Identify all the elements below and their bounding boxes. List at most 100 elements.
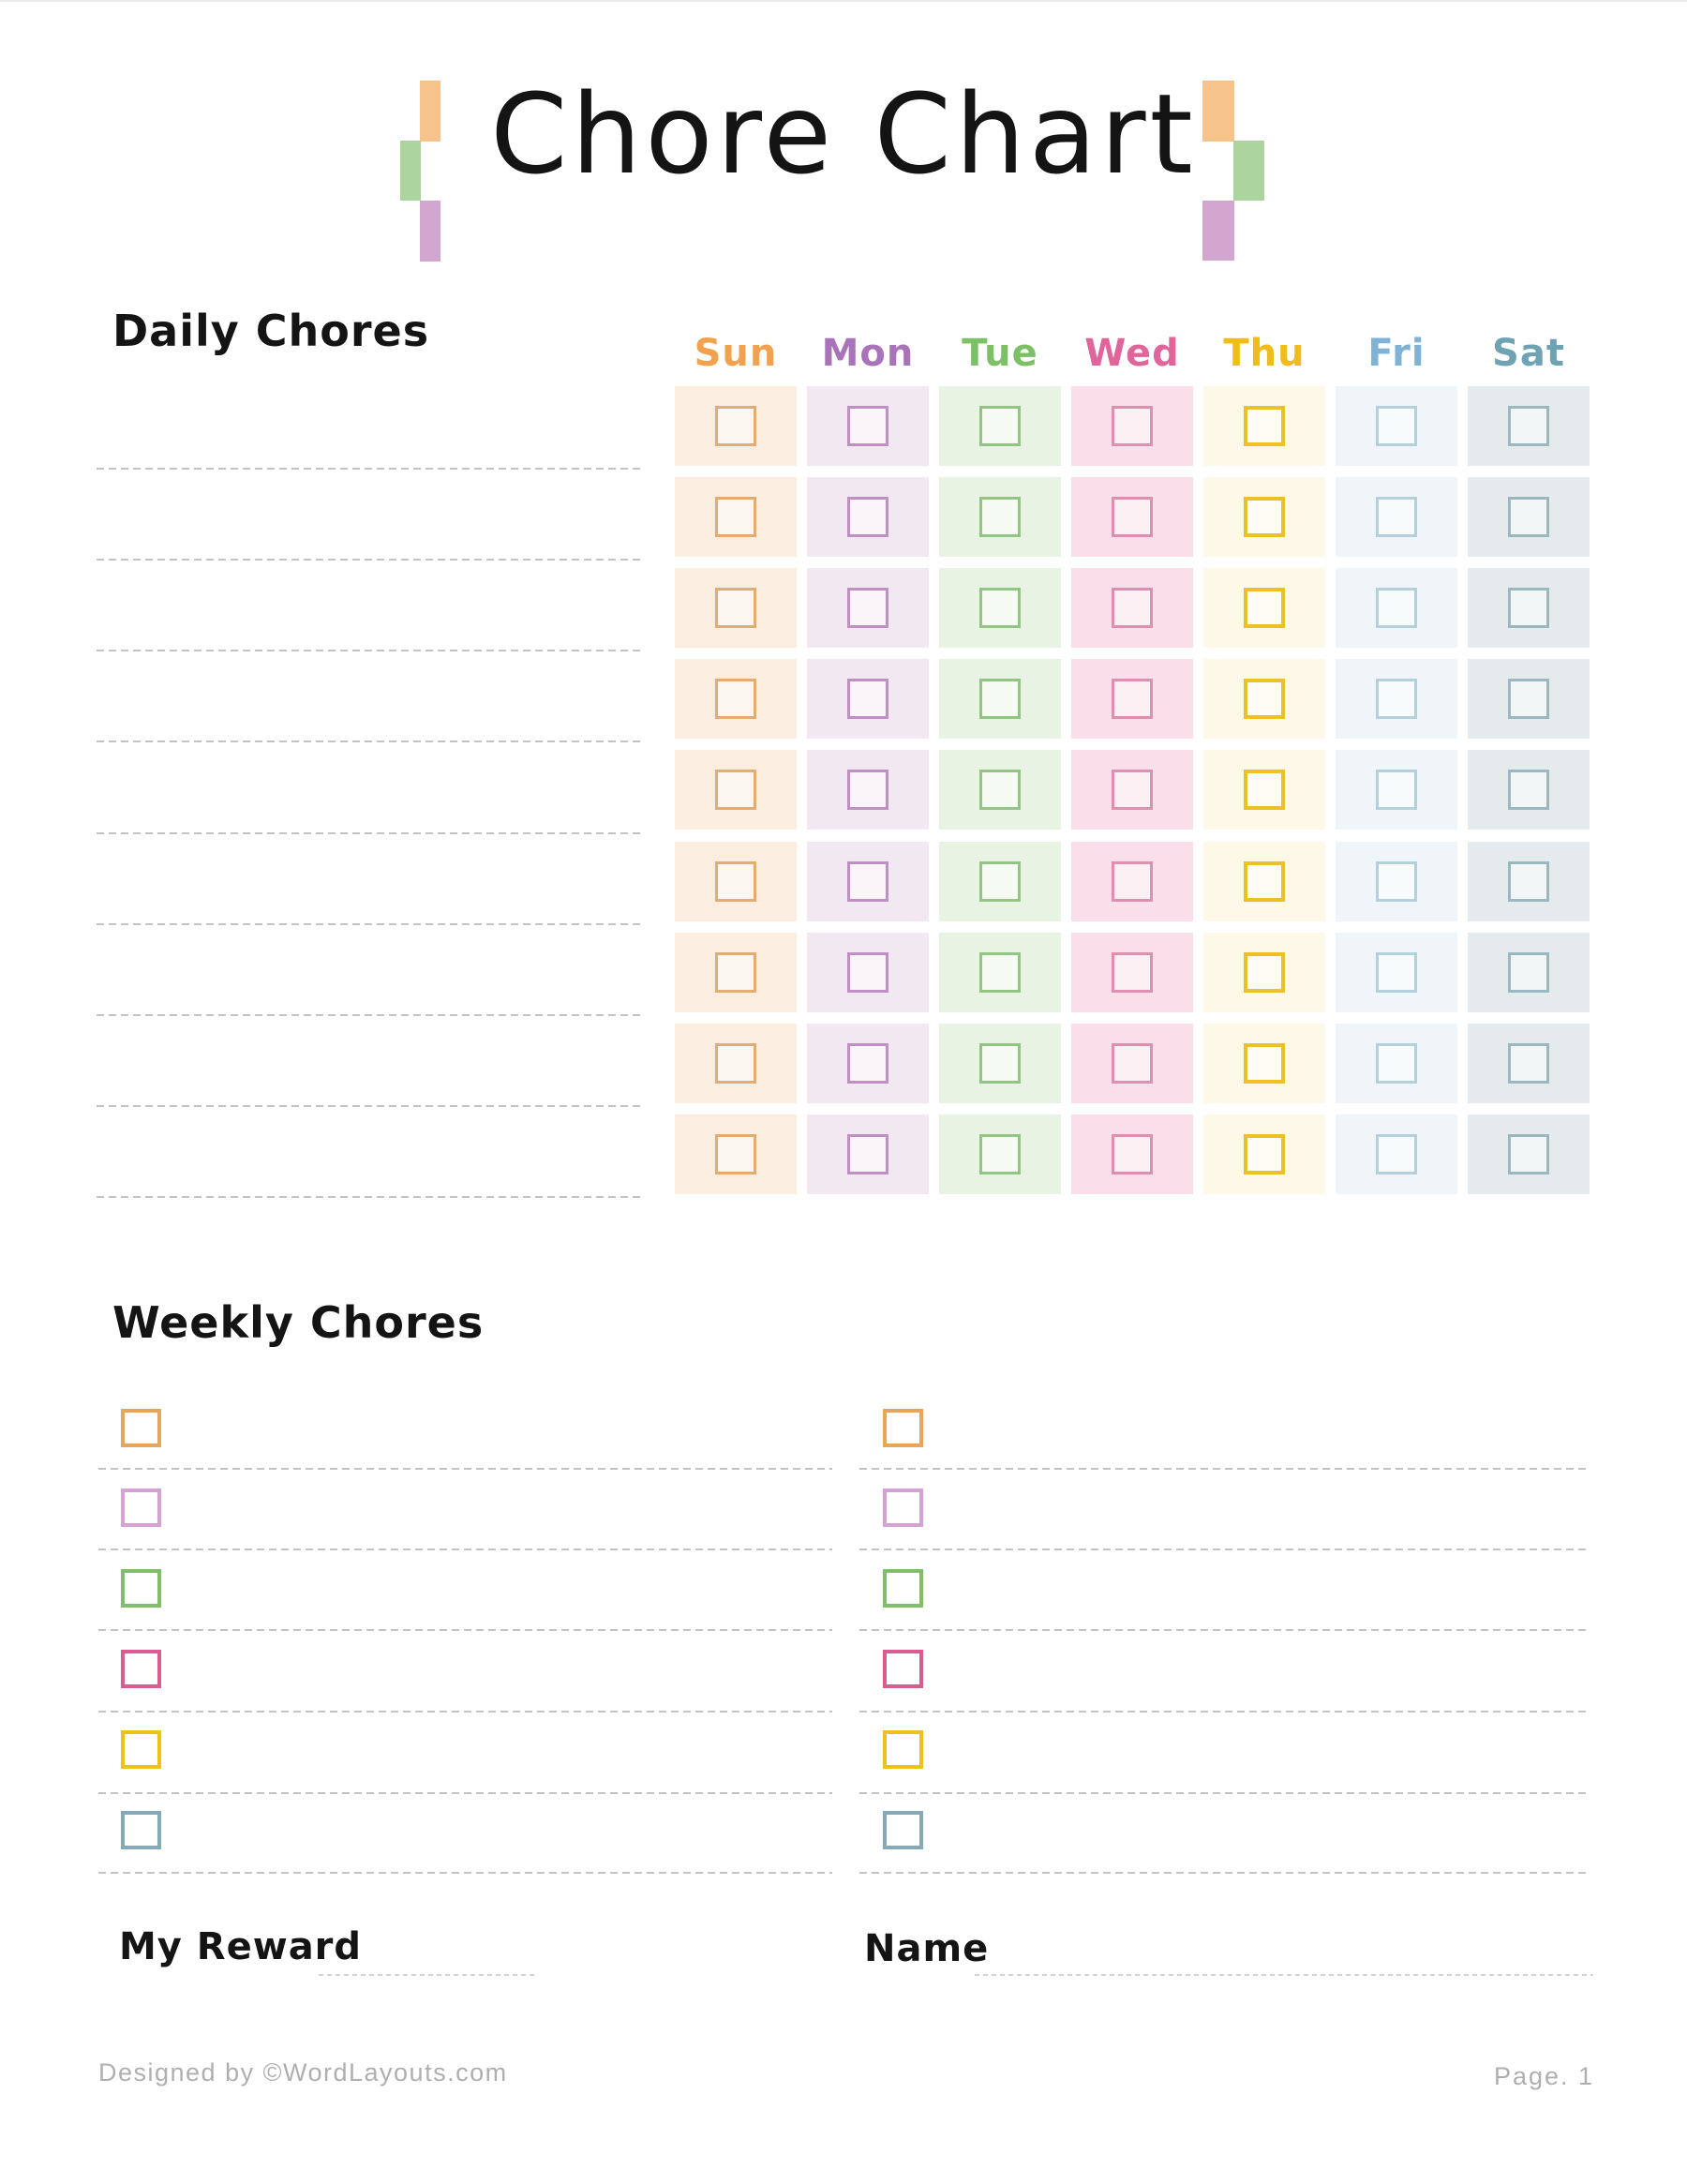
daily-checkbox-sun-row7[interactable]	[715, 952, 756, 993]
daily-checkbox-wed-row1[interactable]	[1112, 406, 1153, 446]
weekly-checkbox-right-3[interactable]	[883, 1569, 923, 1608]
daily-checkbox-wed-row4[interactable]	[1112, 679, 1153, 719]
daily-checkbox-thu-row7[interactable]	[1244, 952, 1285, 993]
daily-checkbox-fri-row1[interactable]	[1376, 406, 1417, 446]
daily-checkbox-mon-row9[interactable]	[847, 1134, 888, 1174]
daily-checkbox-tue-row5[interactable]	[979, 770, 1021, 810]
weekly-checkbox-right-6[interactable]	[883, 1811, 923, 1849]
daily-checkbox-tue-row9[interactable]	[979, 1134, 1021, 1174]
daily-checkbox-tue-row8[interactable]	[979, 1043, 1021, 1084]
daily-checkbox-wed-row3[interactable]	[1112, 588, 1153, 628]
daily-checkbox-fri-row3[interactable]	[1376, 588, 1417, 628]
daily-chore-line-4[interactable]	[97, 740, 645, 742]
weekly-chore-line-left-5[interactable]	[98, 1792, 832, 1794]
weekly-checkbox-right-4[interactable]	[883, 1650, 923, 1688]
daily-checkbox-tue-row6[interactable]	[979, 861, 1021, 902]
weekly-chore-line-left-1[interactable]	[98, 1468, 832, 1470]
daily-checkbox-sun-row6[interactable]	[715, 861, 756, 902]
my-reward-line[interactable]	[319, 1974, 534, 1976]
daily-cell-mon-row9	[807, 1114, 929, 1194]
daily-checkbox-wed-row6[interactable]	[1112, 861, 1153, 902]
daily-checkbox-sat-row3[interactable]	[1508, 588, 1549, 628]
daily-chore-line-5[interactable]	[97, 832, 645, 834]
daily-chore-line-3[interactable]	[97, 650, 645, 651]
weekly-checkbox-right-5[interactable]	[883, 1730, 923, 1769]
daily-checkbox-fri-row7[interactable]	[1376, 952, 1417, 993]
daily-checkbox-fri-row2[interactable]	[1376, 497, 1417, 537]
daily-checkbox-sun-row8[interactable]	[715, 1043, 756, 1084]
daily-chore-line-6[interactable]	[97, 923, 645, 925]
daily-checkbox-tue-row2[interactable]	[979, 497, 1021, 537]
daily-checkbox-mon-row3[interactable]	[847, 588, 888, 628]
weekly-checkbox-right-1[interactable]	[883, 1409, 923, 1447]
daily-checkbox-thu-row5[interactable]	[1244, 770, 1285, 810]
weekly-chore-line-right-1[interactable]	[859, 1468, 1590, 1470]
daily-checkbox-mon-row4[interactable]	[847, 679, 888, 719]
daily-chore-line-8[interactable]	[97, 1105, 645, 1107]
daily-checkbox-wed-row9[interactable]	[1112, 1134, 1153, 1174]
weekly-checkbox-left-2[interactable]	[121, 1488, 161, 1527]
daily-checkbox-fri-row5[interactable]	[1376, 770, 1417, 810]
daily-checkbox-sun-row2[interactable]	[715, 497, 756, 537]
weekly-chore-line-right-6[interactable]	[859, 1872, 1590, 1874]
weekly-chore-line-right-2[interactable]	[859, 1548, 1590, 1550]
daily-checkbox-wed-row8[interactable]	[1112, 1043, 1153, 1084]
daily-checkbox-wed-row5[interactable]	[1112, 770, 1153, 810]
daily-checkbox-tue-row7[interactable]	[979, 952, 1021, 993]
daily-checkbox-tue-row4[interactable]	[979, 679, 1021, 719]
weekly-checkbox-left-4[interactable]	[121, 1650, 161, 1688]
name-line[interactable]	[975, 1974, 1593, 1976]
daily-checkbox-mon-row8[interactable]	[847, 1043, 888, 1084]
weekly-chore-line-right-4[interactable]	[859, 1711, 1590, 1713]
weekly-chore-line-right-5[interactable]	[859, 1792, 1590, 1794]
daily-checkbox-thu-row4[interactable]	[1244, 679, 1285, 719]
weekly-chore-line-left-3[interactable]	[98, 1629, 832, 1631]
daily-checkbox-fri-row8[interactable]	[1376, 1043, 1417, 1084]
daily-checkbox-thu-row9[interactable]	[1244, 1134, 1285, 1174]
daily-checkbox-thu-row2[interactable]	[1244, 497, 1285, 537]
weekly-chore-line-left-4[interactable]	[98, 1711, 832, 1713]
daily-checkbox-tue-row3[interactable]	[979, 588, 1021, 628]
weekly-chore-line-left-6[interactable]	[98, 1872, 832, 1874]
daily-checkbox-mon-row7[interactable]	[847, 952, 888, 993]
weekly-checkbox-left-6[interactable]	[121, 1811, 161, 1849]
daily-checkbox-sat-row9[interactable]	[1508, 1134, 1549, 1174]
daily-checkbox-mon-row1[interactable]	[847, 406, 888, 446]
daily-checkbox-wed-row2[interactable]	[1112, 497, 1153, 537]
daily-checkbox-sat-row8[interactable]	[1508, 1043, 1549, 1084]
daily-checkbox-thu-row6[interactable]	[1244, 861, 1285, 902]
weekly-checkbox-left-5[interactable]	[121, 1730, 161, 1769]
daily-checkbox-sat-row2[interactable]	[1508, 497, 1549, 537]
daily-checkbox-mon-row5[interactable]	[847, 770, 888, 810]
daily-checkbox-thu-row1[interactable]	[1244, 406, 1285, 446]
daily-checkbox-mon-row2[interactable]	[847, 497, 888, 537]
daily-checkbox-wed-row7[interactable]	[1112, 952, 1153, 993]
weekly-checkbox-left-3[interactable]	[121, 1569, 161, 1608]
daily-checkbox-fri-row9[interactable]	[1376, 1134, 1417, 1174]
daily-checkbox-tue-row1[interactable]	[979, 406, 1021, 446]
daily-checkbox-sun-row4[interactable]	[715, 679, 756, 719]
daily-chore-line-1[interactable]	[97, 468, 645, 470]
daily-checkbox-sat-row7[interactable]	[1508, 952, 1549, 993]
daily-checkbox-sat-row5[interactable]	[1508, 770, 1549, 810]
daily-checkbox-sat-row1[interactable]	[1508, 406, 1549, 446]
daily-checkbox-sun-row9[interactable]	[715, 1134, 756, 1174]
weekly-chore-line-right-3[interactable]	[859, 1629, 1590, 1631]
daily-checkbox-sat-row4[interactable]	[1508, 679, 1549, 719]
daily-checkbox-thu-row8[interactable]	[1244, 1043, 1285, 1084]
daily-checkbox-thu-row3[interactable]	[1244, 588, 1285, 628]
daily-chore-line-2[interactable]	[97, 559, 645, 561]
daily-checkbox-sat-row6[interactable]	[1508, 861, 1549, 902]
daily-checkbox-sun-row3[interactable]	[715, 588, 756, 628]
daily-chore-line-7[interactable]	[97, 1014, 645, 1016]
weekly-chore-line-left-2[interactable]	[98, 1548, 832, 1550]
daily-checkbox-sun-row1[interactable]	[715, 406, 756, 446]
weekly-checkbox-right-2[interactable]	[883, 1488, 923, 1527]
daily-checkbox-fri-row6[interactable]	[1376, 861, 1417, 902]
daily-chore-line-9[interactable]	[97, 1196, 645, 1198]
daily-checkbox-fri-row4[interactable]	[1376, 679, 1417, 719]
weekly-checkbox-left-1[interactable]	[121, 1409, 161, 1447]
daily-checkbox-sun-row5[interactable]	[715, 770, 756, 810]
page-title: Chore Chart	[490, 69, 1197, 199]
daily-checkbox-mon-row6[interactable]	[847, 861, 888, 902]
